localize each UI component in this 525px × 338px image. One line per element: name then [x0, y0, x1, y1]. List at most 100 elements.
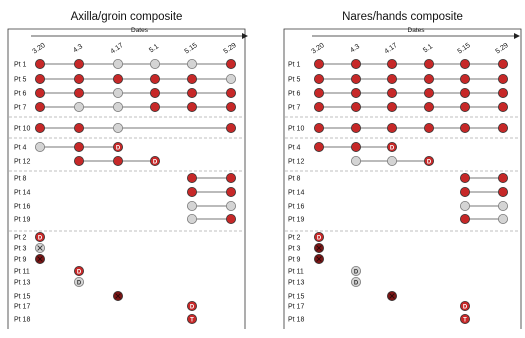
sample-marker [74, 265, 85, 276]
sample-marker [113, 141, 124, 152]
patient-label: Pt 2 [288, 235, 301, 242]
patient-label: Pt 18 [288, 317, 304, 324]
sample-marker [35, 141, 46, 152]
marker-letter: D [153, 159, 158, 165]
sample-marker [35, 102, 46, 113]
sample-marker [350, 123, 361, 134]
sample-marker [423, 102, 434, 113]
marker-cross [37, 245, 43, 251]
patient-label: Pt 10 [14, 126, 30, 133]
patient-label: Pt 3 [288, 246, 301, 253]
sample-marker [74, 88, 85, 99]
sample-marker [497, 88, 508, 99]
date-tick-label: 5.1 [148, 43, 160, 54]
sample-marker [350, 141, 361, 152]
sample-marker [113, 74, 124, 85]
patient-label: Pt 9 [288, 257, 301, 264]
sample-marker [350, 155, 361, 166]
sample-marker [74, 74, 85, 85]
patient-label: Pt 7 [14, 105, 27, 112]
sample-marker [113, 88, 124, 99]
sample-marker [459, 313, 470, 324]
patient-label: Pt 2 [14, 235, 27, 242]
patient-label: Pt 14 [14, 190, 30, 197]
sample-marker [386, 102, 397, 113]
sample-marker [225, 88, 236, 99]
sample-marker [186, 59, 197, 70]
date-tick-label: 4.3 [72, 43, 84, 54]
patient-label: Pt 6 [288, 91, 301, 98]
sample-marker [386, 141, 397, 152]
sample-marker [459, 88, 470, 99]
sample-marker [186, 186, 197, 197]
sample-marker [186, 313, 197, 324]
sample-marker [459, 102, 470, 113]
sample-marker [497, 123, 508, 134]
marker-cross [389, 293, 395, 299]
patient-label: Pt 17 [288, 304, 304, 311]
sample-marker [74, 155, 85, 166]
sample-marker [186, 102, 197, 113]
panel-title: Axilla/groin composite [71, 11, 183, 23]
date-tick-label: 4.3 [349, 43, 361, 54]
patient-label: Pt 10 [288, 126, 304, 133]
patient-label: Pt 15 [14, 294, 30, 301]
patient-label: Pt 19 [14, 217, 30, 224]
sample-marker [313, 231, 324, 242]
date-tick-label: 5.29 [495, 42, 510, 56]
sample-marker [186, 200, 197, 211]
marker-letter: D [317, 235, 322, 241]
sample-marker [350, 102, 361, 113]
sample-marker [497, 200, 508, 211]
sample-marker [149, 102, 160, 113]
sample-marker [225, 74, 236, 85]
sample-marker [225, 200, 236, 211]
sample-marker [113, 155, 124, 166]
sample-marker [350, 74, 361, 85]
patient-label: Pt 13 [14, 280, 30, 287]
patient-label: Pt 9 [14, 257, 27, 264]
marker-cross [115, 293, 121, 299]
patient-label: Pt 5 [14, 77, 27, 84]
marker-letter: T [463, 317, 467, 323]
patient-label: Pt 16 [288, 204, 304, 211]
sample-marker [35, 59, 46, 70]
sample-marker [74, 102, 85, 113]
patient-label: Pt 4 [288, 145, 301, 152]
sample-marker [225, 59, 236, 70]
sample-marker [423, 155, 434, 166]
sample-marker [113, 59, 124, 70]
patient-label: Pt 4 [14, 145, 27, 152]
sample-marker [497, 172, 508, 183]
patient-label: Pt 3 [14, 246, 27, 253]
patient-label: Pt 13 [288, 280, 304, 287]
sample-marker [459, 200, 470, 211]
sample-marker [186, 300, 197, 311]
sample-marker [313, 102, 324, 113]
patient-label: Pt 1 [288, 62, 301, 69]
sample-marker [497, 102, 508, 113]
sample-marker [113, 102, 124, 113]
marker-letter: D [77, 269, 82, 275]
sample-marker [186, 88, 197, 99]
sample-marker [225, 123, 236, 134]
date-tick-label: 4.17 [384, 42, 399, 56]
patient-label: Pt 8 [14, 176, 27, 183]
panel-frame [283, 28, 522, 329]
patient-label: Pt 7 [288, 105, 301, 112]
patient-label: Pt 11 [14, 269, 30, 276]
sample-marker [497, 186, 508, 197]
sample-marker [386, 74, 397, 85]
date-axis-label: Dates [131, 27, 149, 34]
sample-marker [497, 59, 508, 70]
sample-marker [149, 88, 160, 99]
sample-marker [386, 123, 397, 134]
patient-label: Pt 15 [288, 294, 304, 301]
date-tick-label: 5.1 [422, 43, 434, 54]
sample-marker [186, 172, 197, 183]
marker-letter: D [390, 145, 395, 151]
sample-marker [423, 59, 434, 70]
patient-label: Pt 11 [288, 269, 304, 276]
patient-label: Pt 8 [288, 176, 301, 183]
